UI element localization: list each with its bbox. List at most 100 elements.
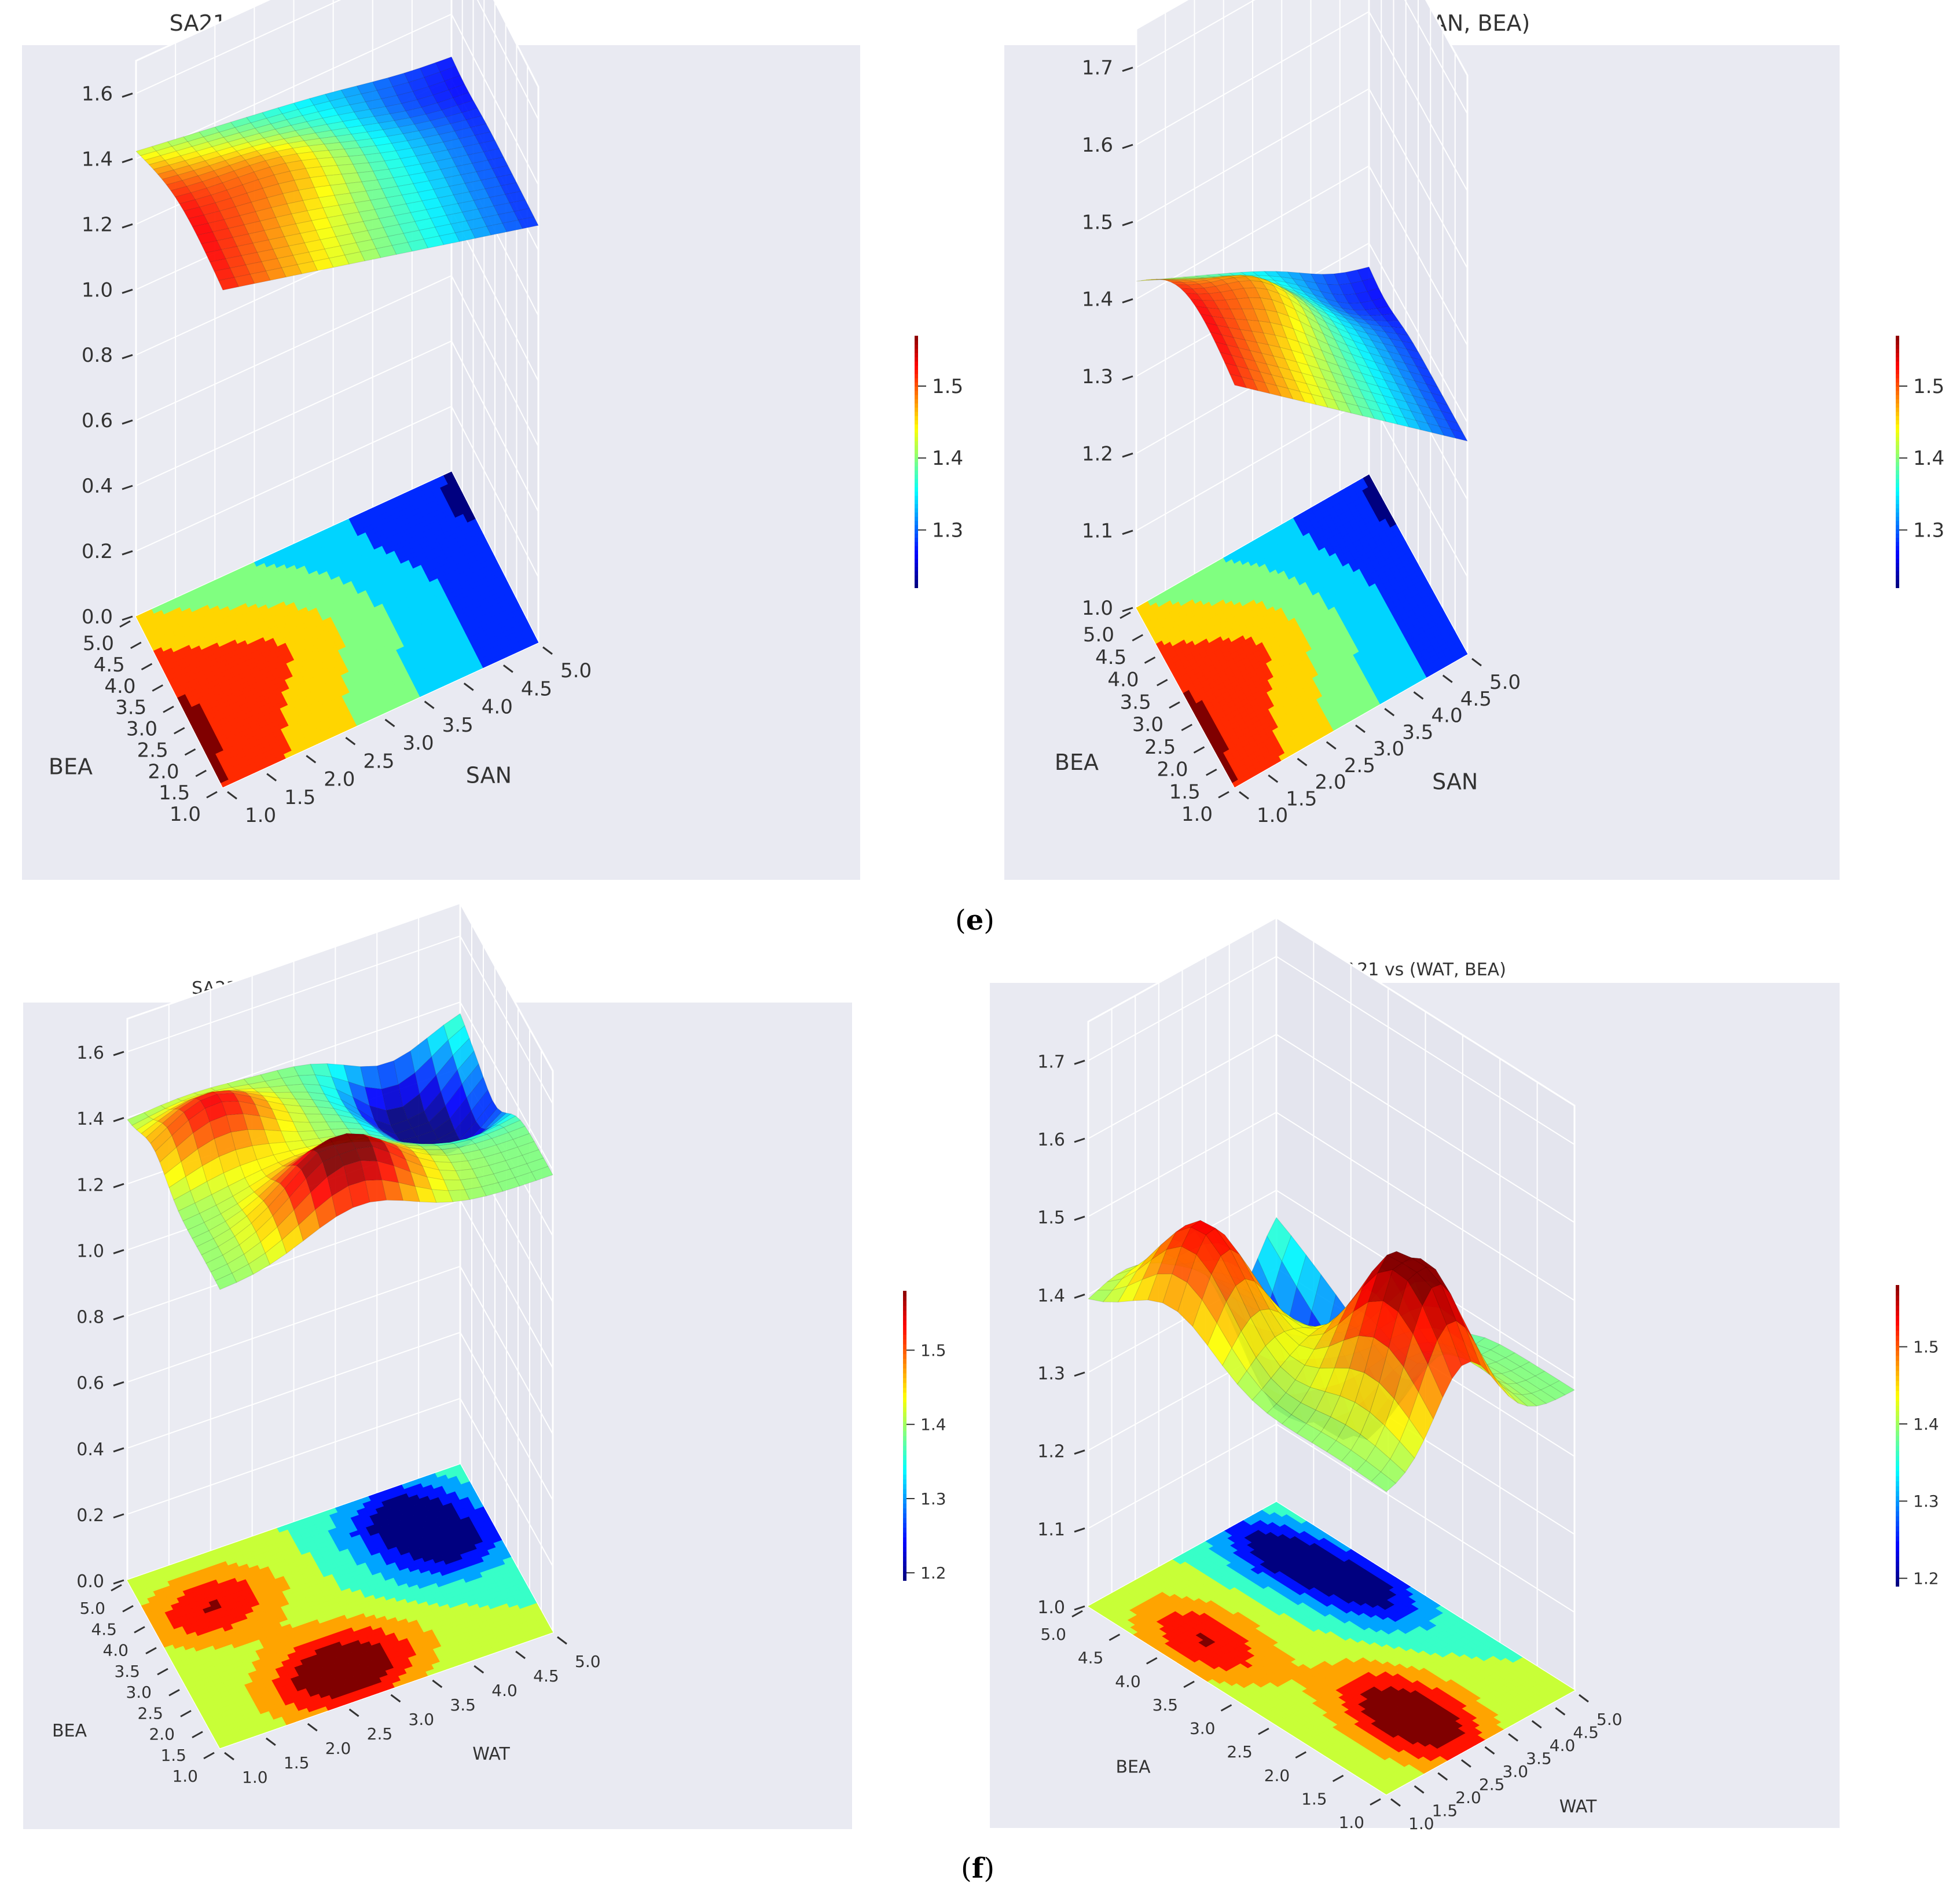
colorbar-segment	[915, 545, 918, 550]
colorbar-segment	[1896, 533, 1899, 538]
colorbar-segment	[915, 381, 918, 387]
gridline	[451, 406, 539, 578]
gridline	[460, 1266, 553, 1435]
gridline	[127, 935, 461, 1053]
gridline	[135, 0, 342, 94]
y-tick	[184, 748, 196, 756]
surface-facet	[406, 137, 428, 149]
z-tick-label: 1.4	[1082, 288, 1113, 311]
surface-facet	[1232, 337, 1251, 351]
surface-facet	[1239, 329, 1257, 343]
surface-facet	[1205, 322, 1223, 336]
colorbar-segment	[1896, 390, 1899, 395]
z-tick-label: 0.8	[82, 344, 113, 367]
z-tick	[1122, 221, 1133, 226]
z-tick	[122, 354, 133, 359]
y-tick	[141, 663, 153, 671]
colorbar-segment	[1896, 491, 1899, 496]
y-tick-label: 3.5	[1120, 691, 1151, 714]
colorbar-segment	[915, 482, 918, 487]
colorbar-segment	[915, 461, 918, 467]
gridline	[1136, 397, 1370, 531]
surface-facet	[1171, 277, 1188, 279]
z-tick-label: 0.2	[82, 540, 113, 563]
y-tick	[195, 769, 207, 777]
surface-facet	[361, 179, 383, 192]
y-tick	[1193, 746, 1205, 754]
surface-facet	[1174, 284, 1194, 289]
gridline	[460, 1398, 553, 1567]
surface-facet	[1261, 281, 1280, 294]
y-tick-label: 3.0	[1132, 713, 1163, 736]
colorbar-segment	[1896, 571, 1899, 576]
colorbar-tick-label: 1.5	[1913, 375, 1944, 398]
surface-facet	[1164, 278, 1181, 280]
colorbar-segment	[915, 407, 918, 412]
colorbar-segment	[915, 499, 918, 504]
y-tick-label: 2.5	[137, 739, 168, 762]
y-tick-label: 4.5	[94, 654, 125, 677]
z-tick	[1122, 607, 1133, 612]
x-tick-label: 1.5	[284, 786, 315, 809]
gridline	[460, 1332, 553, 1501]
colorbar-segment	[1896, 353, 1899, 358]
colorbar-segment	[1896, 420, 1899, 425]
surface-facet	[249, 160, 270, 172]
z-tick	[122, 419, 133, 425]
colorbar-segment	[915, 554, 918, 559]
surface-facet	[1229, 373, 1247, 388]
y-tick-label: 1.5	[159, 781, 190, 805]
colorbar-segment	[1896, 524, 1899, 530]
surface-facet	[179, 199, 200, 212]
surface-facet	[324, 142, 345, 151]
colorbar-segment	[915, 579, 918, 584]
surface-facet	[1268, 344, 1286, 359]
gridline	[135, 406, 452, 552]
colorbar-segment	[1896, 348, 1899, 353]
axes: 1.01.52.02.53.03.54.04.55.01.01.52.02.53…	[49, 82, 592, 827]
z-tick-label: 1.0	[1082, 597, 1113, 620]
surface-facet	[288, 243, 310, 256]
surface-facet	[423, 236, 445, 249]
gridline	[127, 1265, 461, 1383]
surface-facet	[230, 193, 252, 207]
colorbar-segment	[915, 369, 918, 375]
surface-facet	[182, 131, 204, 142]
surface-facet	[1170, 281, 1188, 285]
surface-facet	[222, 177, 243, 190]
surface-facet	[1256, 342, 1274, 357]
colorbar-segment	[1896, 516, 1899, 521]
colorbar-segment	[915, 495, 918, 500]
y-tick-label: 2.0	[1157, 758, 1188, 781]
colorbar-segment	[1896, 415, 1899, 420]
surface-facet	[359, 145, 381, 156]
x-tick-label: 2.0	[324, 768, 355, 791]
colorbar-segment	[1896, 558, 1899, 563]
surface-facet	[376, 245, 397, 258]
z-tick	[122, 288, 133, 294]
colorbar-segment	[915, 575, 918, 580]
colorbar-segment	[1896, 407, 1899, 412]
surface-facet	[1214, 283, 1233, 293]
colorbar-segment	[915, 491, 918, 496]
y-tick-label: 5.0	[1083, 623, 1114, 647]
colorbar-segment	[1896, 386, 1899, 391]
colorbar-segment	[1896, 508, 1899, 513]
z-tick-label: 1.2	[1082, 442, 1113, 465]
surface-facet	[1252, 379, 1271, 394]
colorbar-segment	[915, 533, 918, 538]
x-axis-label: SAN	[466, 763, 512, 788]
surface-facet	[203, 210, 225, 224]
colorbar-segment	[915, 436, 918, 442]
x-axis-label: SAN	[1432, 769, 1478, 795]
colorbar-segment	[915, 508, 918, 513]
surface-facet	[170, 186, 192, 197]
surface-facet	[360, 248, 381, 262]
colorbar-segment	[1896, 381, 1899, 387]
z-tick-label: 1.6	[1082, 134, 1113, 157]
y-tick-label: 4.0	[1107, 669, 1139, 692]
gridline	[127, 1199, 461, 1317]
surface-facet	[192, 223, 213, 236]
colorbar-segment	[1896, 377, 1899, 383]
x-tick	[306, 755, 317, 763]
